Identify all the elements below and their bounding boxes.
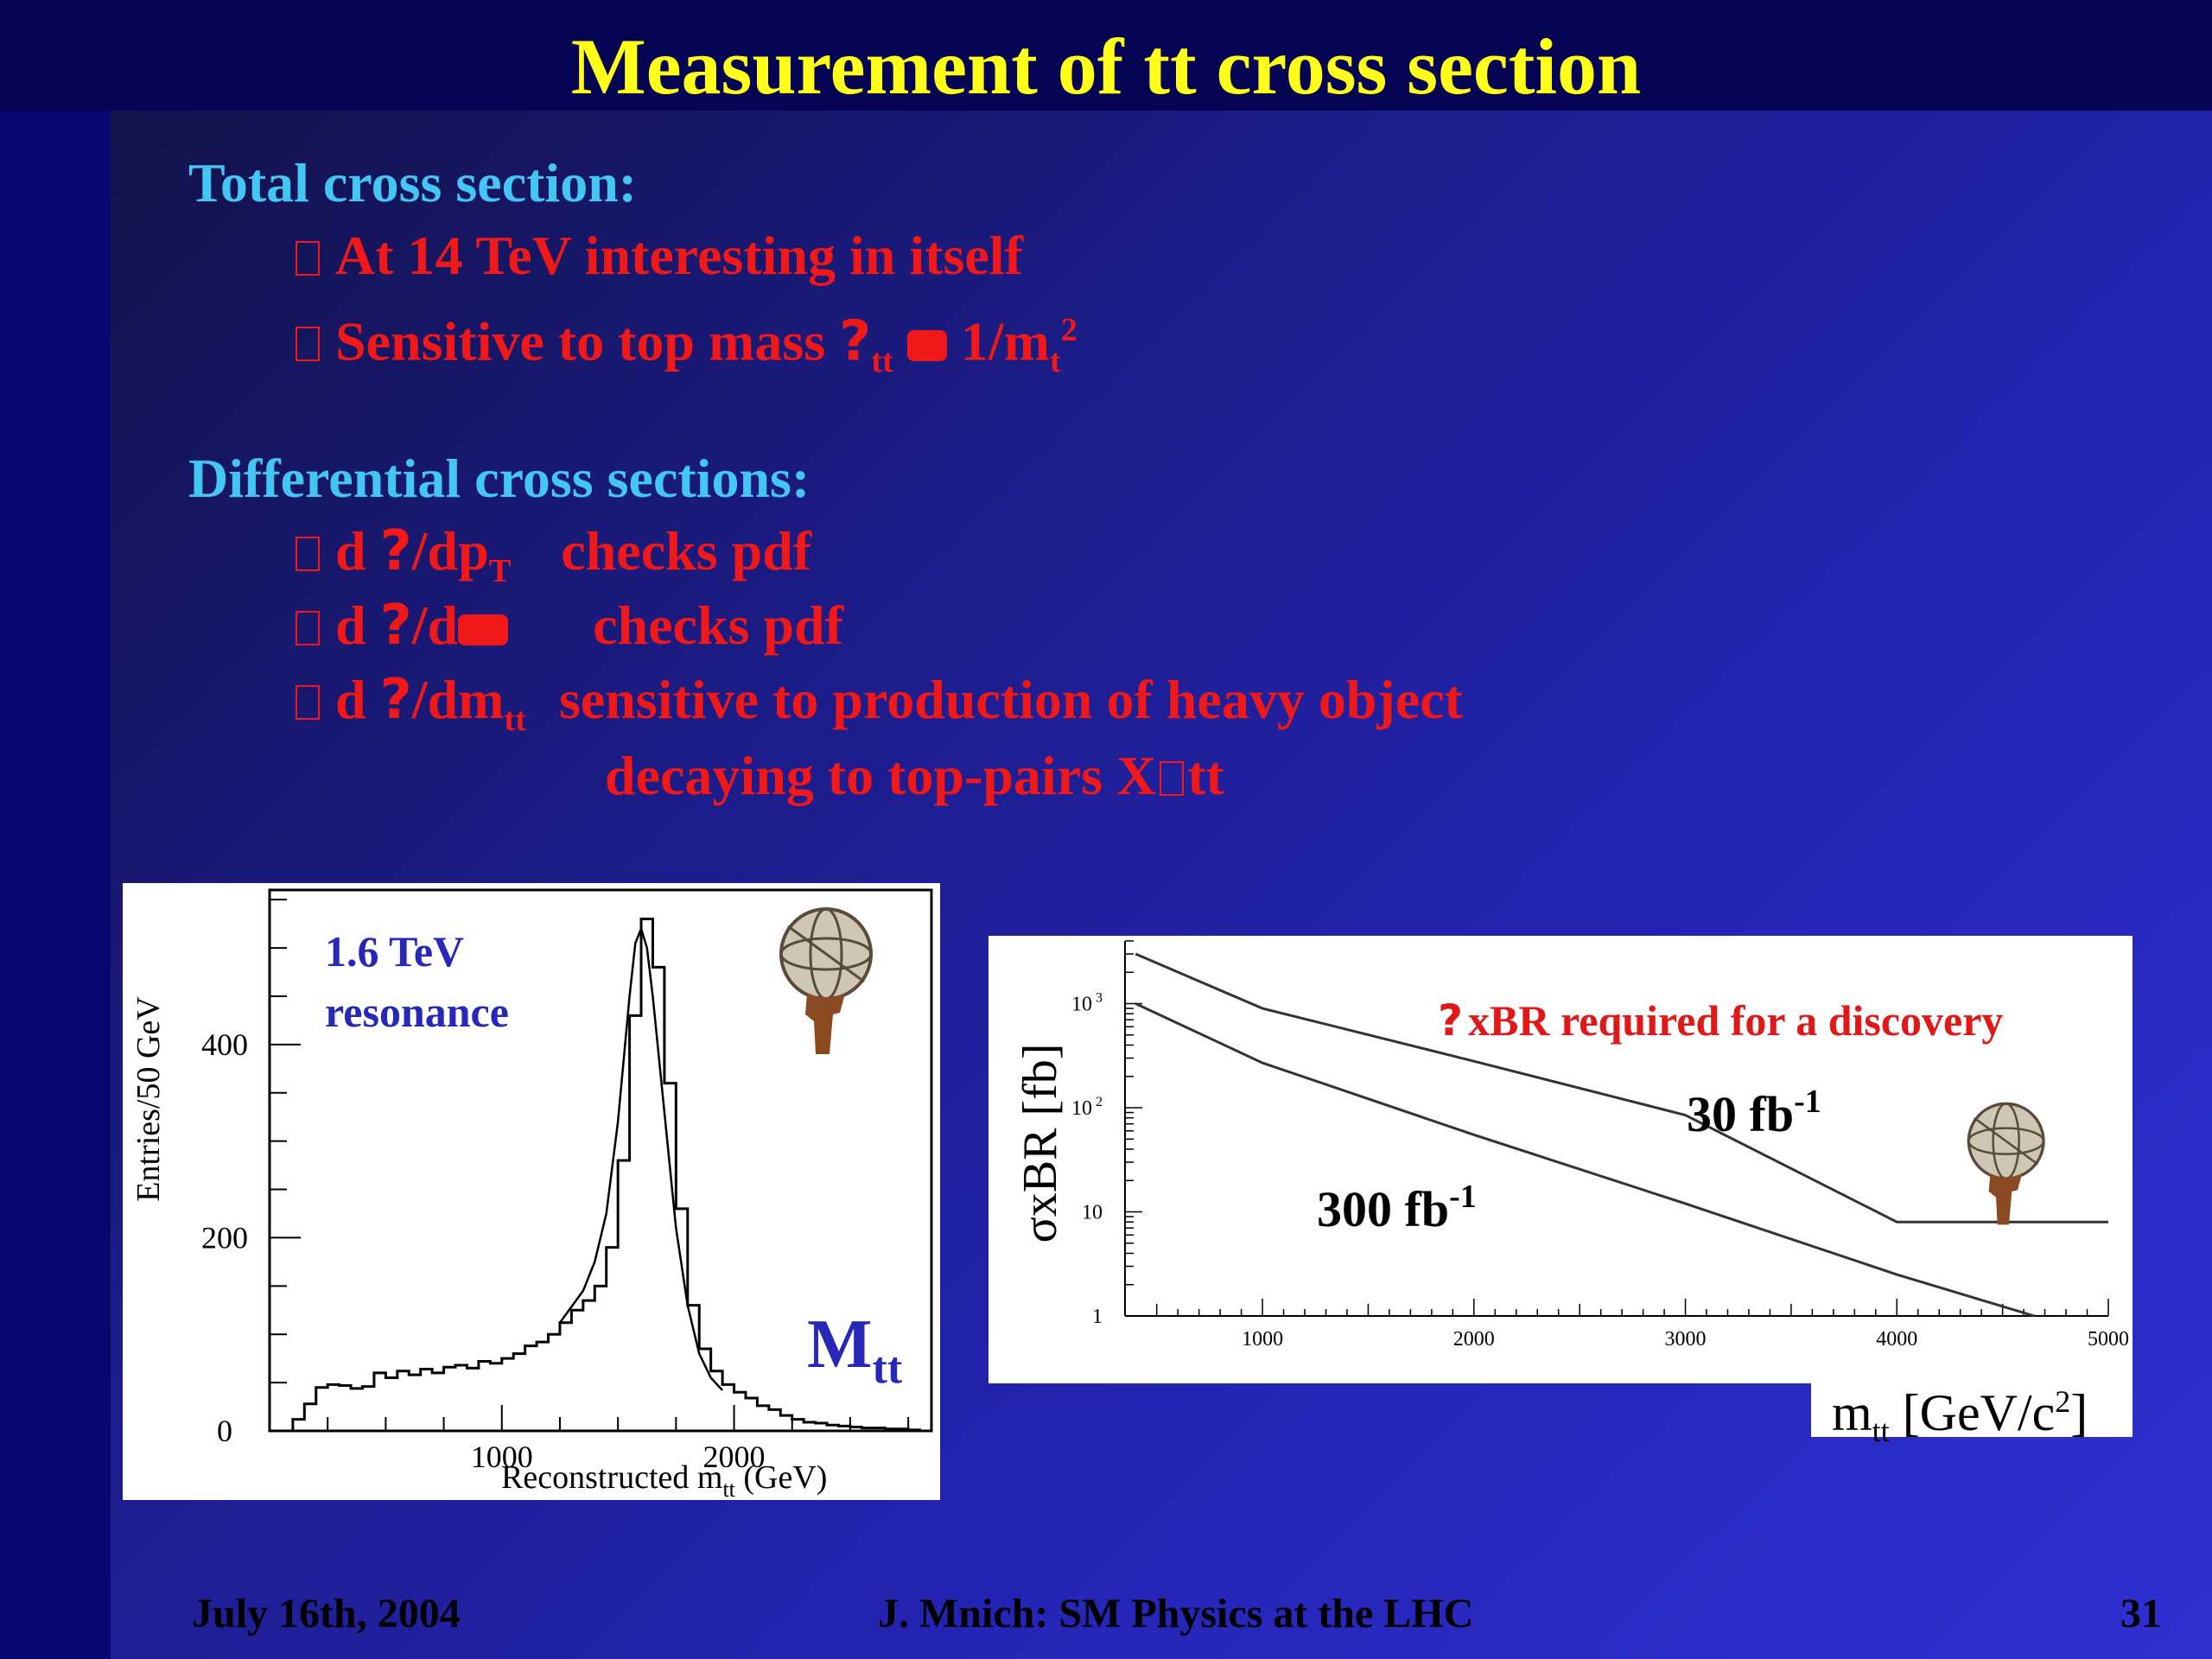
footer-author: J. Mnich: SM Physics at the LHC <box>878 1591 1474 1637</box>
d-prefix: d <box>335 520 366 582</box>
reach-x-tick-label: 2000 <box>1453 1328 1495 1351</box>
d-prefix: d <box>335 594 366 656</box>
reach-series-line-1 <box>1135 1002 2035 1318</box>
reach-x-axis-label: mtt [GeV/c2] <box>1832 1384 2088 1448</box>
annotation-resonance-word: resonance <box>325 988 509 1036</box>
dmtt-description-line2: decaying to top-pairs X tt <box>605 743 1224 809</box>
histogram-x-tick-label: 2000 <box>703 1440 766 1474</box>
mass-exponent: 2 <box>1060 312 1077 348</box>
reach-annotation: ? xBR required for a discovery <box>1438 995 2003 1046</box>
eta-symbol-icon <box>458 614 509 645</box>
reach-x-tick-label: 5000 <box>2088 1328 2129 1351</box>
sigma-glyph: ? <box>379 668 412 732</box>
deta-description: checks pdf <box>593 594 843 656</box>
bullet-box-icon <box>296 611 320 645</box>
histogram-x-tick-label: 1000 <box>471 1440 533 1474</box>
slide-title-band <box>0 0 2212 111</box>
sigma-glyph: ? <box>379 594 412 658</box>
reach-x-tick-label: 3000 <box>1665 1328 1707 1351</box>
slide-left-band <box>0 111 111 1659</box>
reach-x-tick-label: 1000 <box>1242 1328 1283 1351</box>
footer-page-number: 31 <box>2120 1591 2162 1637</box>
sigma-subscript: tt <box>871 343 893 380</box>
histogram-fit-curve <box>558 925 724 1391</box>
discovery-reach-chart: 1 10 10 2 10 3 1000 2000 3000 4000 5000 ? xBR requi… <box>1014 940 2129 1351</box>
histogram-bins <box>291 918 922 1432</box>
histogram-y-axis-label: Entries/50 GeV <box>130 996 167 1202</box>
mtt-histogram-chart: 0 200 400 1000 2000 1.6 TeV resonance Mtt Re… <box>130 888 933 1502</box>
atlas-logo-icon <box>772 900 876 1060</box>
mass-subscript: t <box>1049 343 1061 380</box>
histogram-axis-ticks <box>270 899 910 1432</box>
dmtt-line2-text: decaying to top-pairs X <box>605 745 1157 806</box>
histogram-x-axis-label: Reconstructed mtt (GeV) <box>501 1459 827 1500</box>
dmtt-description: sensitive to production of heavy object <box>558 669 1463 730</box>
bullet-top-mass: Sensitive to top mass ?tt 1/mt2 <box>296 297 1077 394</box>
bullet-dsigma-dmtt: d ?/dmtt sensitive to production of heav… <box>296 667 1463 753</box>
bullet-box-icon <box>296 685 320 720</box>
histogram-tick-labels: 0 200 400 1000 2000 <box>201 1027 766 1474</box>
reach-x-tick-label: 4000 <box>1876 1328 1917 1351</box>
reach-tick-labels: 1 10 10 2 10 3 1000 2000 3000 4000 5000 <box>1071 991 2129 1351</box>
mass-dependence: 1/m <box>960 310 1050 372</box>
reach-y-tick-label: 10 3 <box>1071 991 1103 1016</box>
bullet-14tev: At 14 TeV interesting in itself <box>296 223 1023 289</box>
footer-date: July 16th, 2004 <box>192 1591 461 1637</box>
bullet-14tev-text: At 14 TeV interesting in itself <box>335 225 1023 286</box>
slide-title: Measurement of tt cross section <box>570 22 1642 111</box>
bullet-dsigma-dpt: d ?/dpT checks pdf <box>296 518 811 604</box>
reach-y-tick-label: 10 2 <box>1071 1095 1103 1120</box>
reach-y-tick-label: 10 <box>1082 1202 1103 1224</box>
histogram-y-tick-label: 400 <box>201 1027 248 1062</box>
dmtt-line2-tail: tt <box>1187 745 1224 806</box>
reach-y-axis-label: σxBR [fb] <box>1014 1044 1067 1243</box>
proportional-symbol-icon <box>906 330 947 362</box>
atlas-logo-icon <box>1961 1096 2048 1230</box>
histogram-y-tick-label: 200 <box>201 1220 248 1255</box>
dpt-text: /dp <box>411 520 489 582</box>
differential-heading: Differential cross sections: <box>188 448 810 509</box>
arrow-missing-glyph-icon <box>1160 761 1185 796</box>
reach-series-line-0 <box>1135 952 2108 1224</box>
bullet-box-icon <box>296 327 320 362</box>
bullet-top-mass-text: Sensitive to top mass <box>335 310 826 372</box>
series-30fb-label: 30 fb-1 <box>1687 1084 1821 1142</box>
reach-x-axis-label-box: mtt [GeV/c2] <box>1811 1368 2133 1448</box>
dpt-subscript: T <box>488 552 512 589</box>
bullet-box-icon <box>296 537 320 571</box>
histogram-y-tick-label: 0 <box>217 1414 232 1448</box>
dpt-description: checks pdf <box>561 520 812 582</box>
mtt-histogram-panel: 0 200 400 1000 2000 1.6 TeV resonance Mtt Re… <box>123 883 940 1502</box>
mtt-big-label: Mtt <box>807 1306 903 1393</box>
bullet-dsigma-deta: d ?/d checks pdf <box>296 593 843 658</box>
histogram-frame <box>268 888 933 1433</box>
reach-y-tick-label: 1 <box>1092 1306 1103 1328</box>
dmtt-subscript: tt <box>504 701 526 738</box>
discovery-reach-panel: 1 10 10 2 10 3 1000 2000 3000 4000 5000 ? xBR requi… <box>988 936 2133 1383</box>
series-300fb-label: 300 fb-1 <box>1317 1179 1477 1237</box>
reach-axis-ticks <box>1125 940 2109 1317</box>
deta-text: /d <box>411 594 459 656</box>
sigma-glyph: ? <box>839 309 872 374</box>
sigma-glyph: ? <box>379 519 412 583</box>
total-cross-section-heading: Total cross section: <box>188 152 638 213</box>
dmtt-text: /dm <box>411 669 505 730</box>
annotation-resonance-energy: 1.6 TeV <box>325 927 464 976</box>
d-prefix: d <box>335 669 366 730</box>
reach-series-lines <box>1135 952 2108 1318</box>
bullet-box-icon <box>296 241 320 276</box>
